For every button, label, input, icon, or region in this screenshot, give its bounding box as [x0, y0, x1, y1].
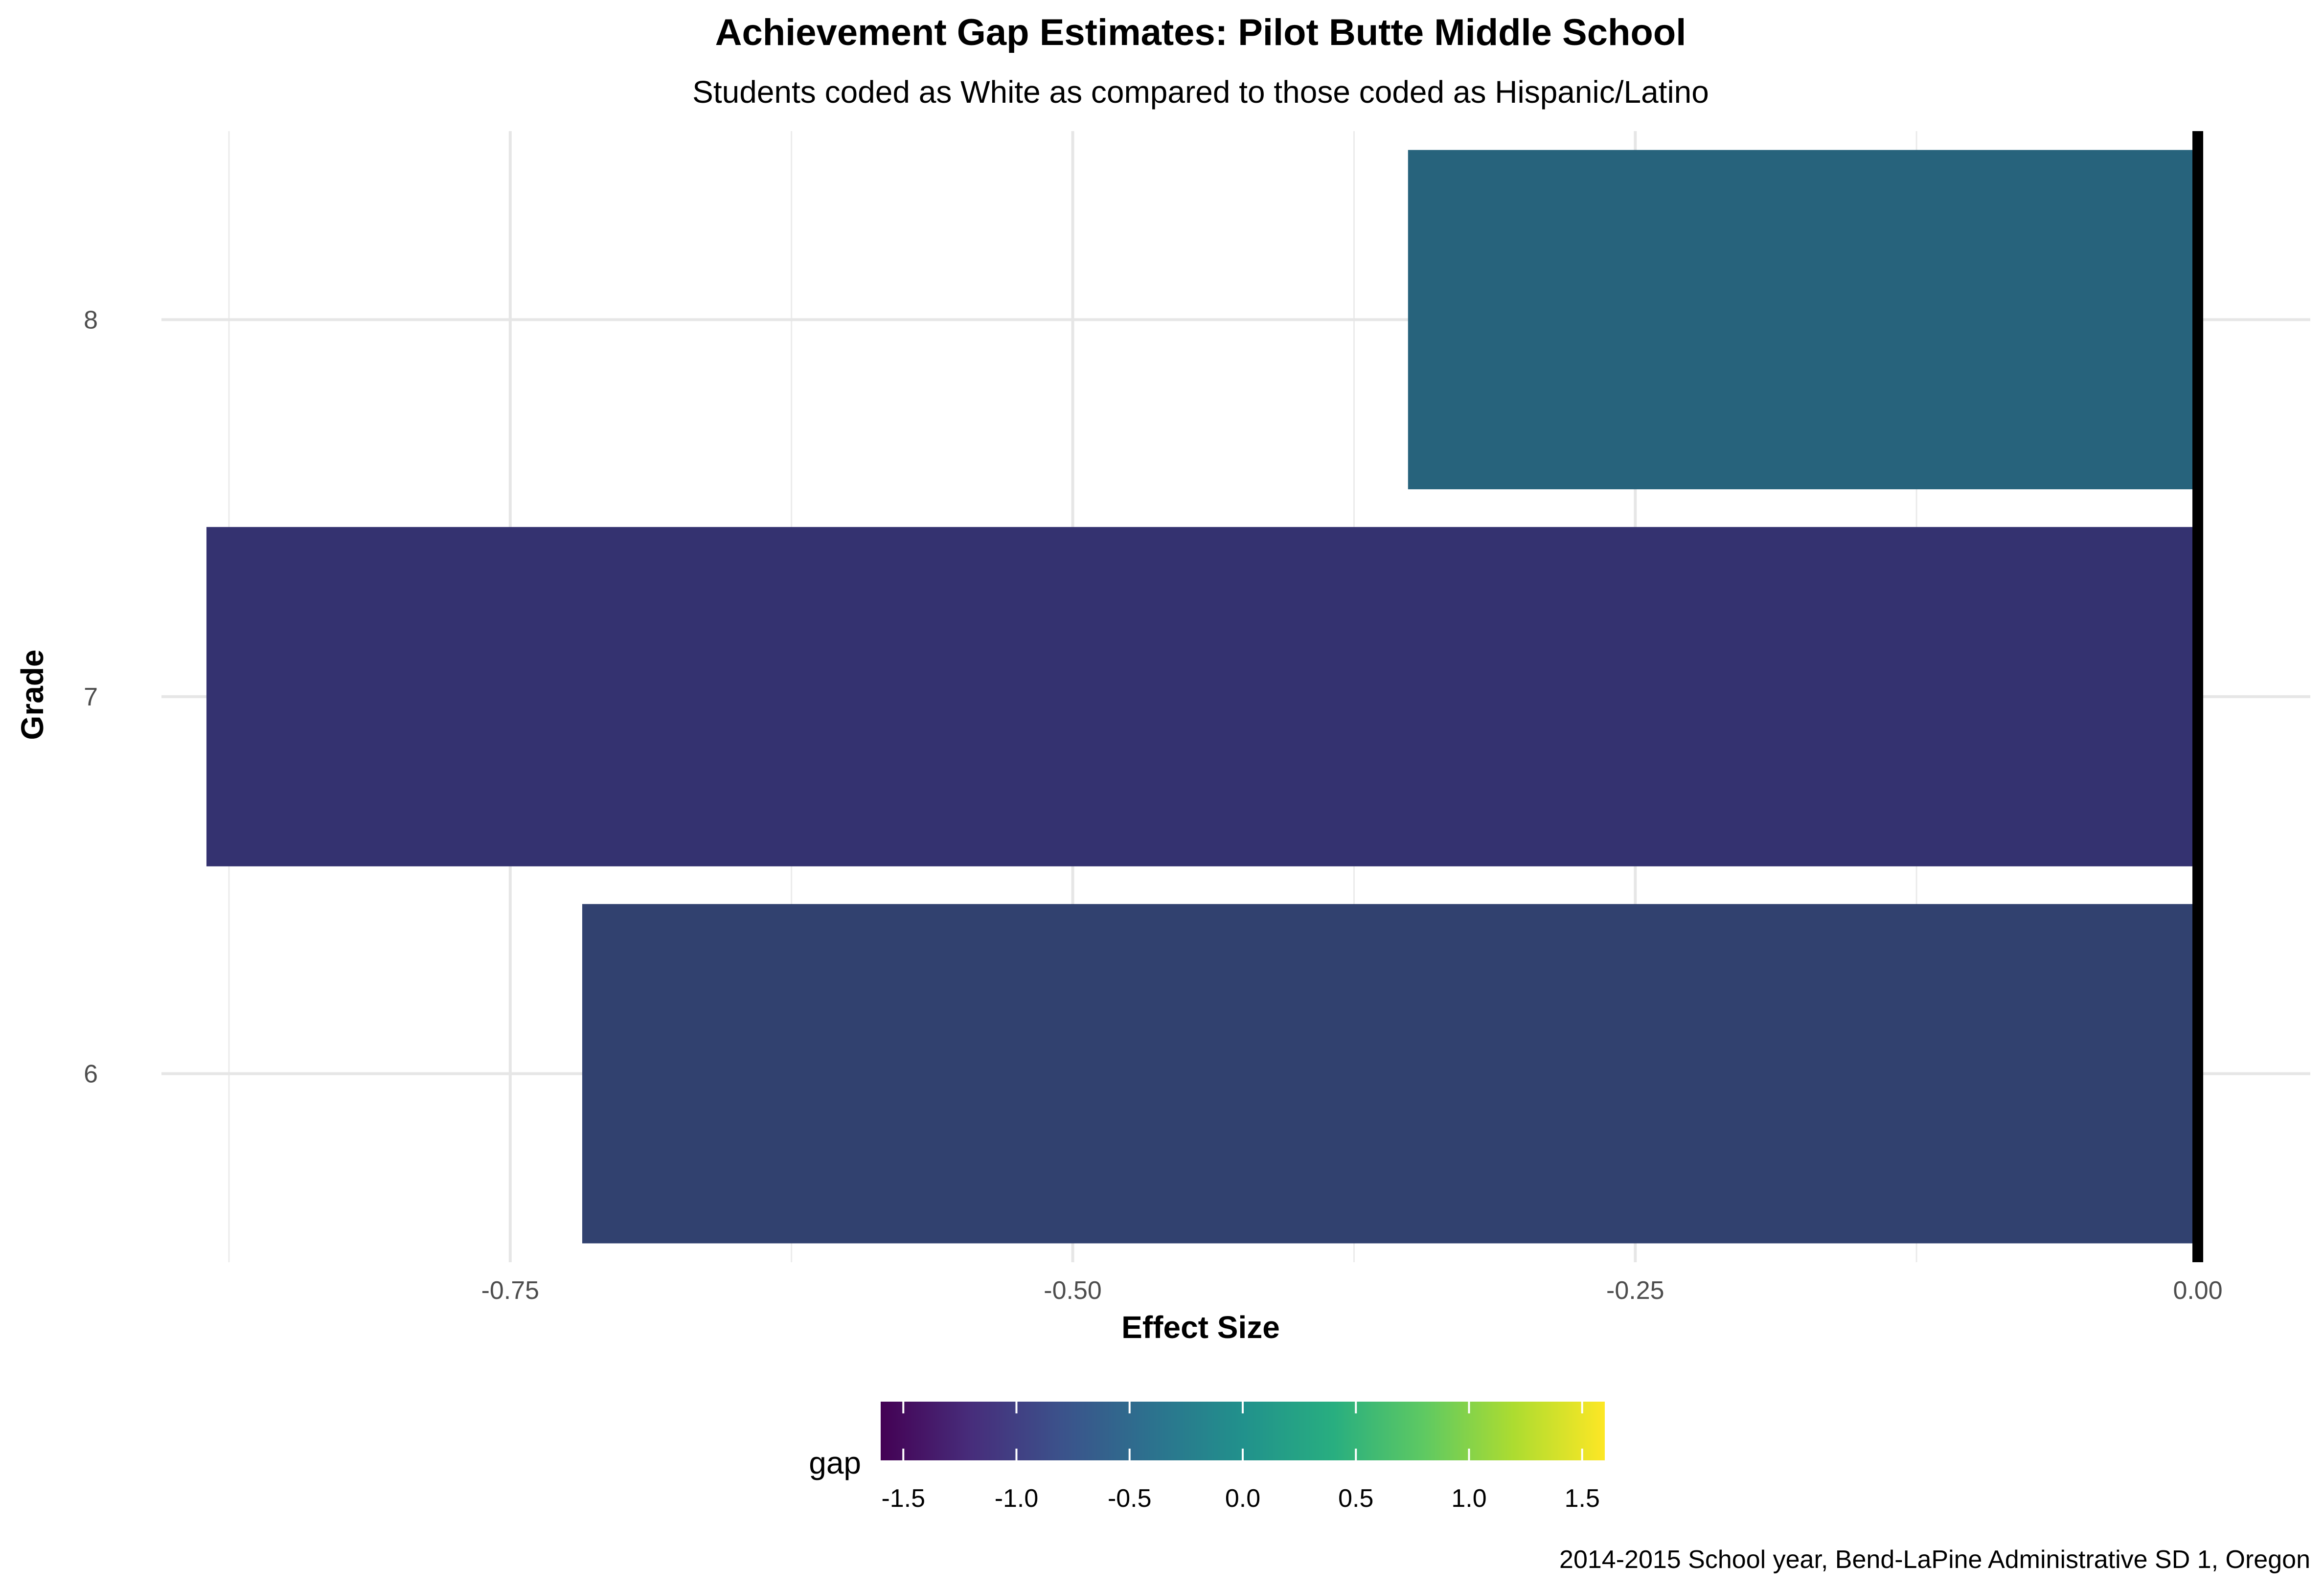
x-axis-label: Effect Size: [1121, 1310, 1280, 1345]
bar-grade-8: [1408, 150, 2198, 490]
color-legend: gap -1.5 -1.0 -0.5 0.0 0.5 1.0 1.5: [809, 1402, 1605, 1513]
colorbar-tick-label: -1.0: [995, 1484, 1039, 1513]
colorbar-tick-label: 1.0: [1451, 1484, 1486, 1513]
x-tick-label: -0.50: [1044, 1276, 1102, 1305]
chart-subtitle: Students coded as White as compared to t…: [692, 74, 1709, 110]
y-axis: 6 7 8: [84, 306, 98, 1088]
bar-grade-7: [206, 527, 2198, 866]
chart-title: Achievement Gap Estimates: Pilot Butte M…: [715, 12, 1686, 53]
bar-grade-6: [582, 904, 2198, 1244]
y-tick-label: 8: [84, 306, 98, 334]
bars: [206, 150, 2198, 1244]
plot-area: [161, 131, 2310, 1262]
chart-caption: 2014-2015 School year, Bend-LaPine Admin…: [1559, 1545, 2310, 1574]
x-tick-label: -0.75: [481, 1276, 540, 1305]
colorbar-tick-label: 0.5: [1338, 1484, 1373, 1513]
x-tick-label: 0.00: [2173, 1276, 2222, 1305]
colorbar-tick-label: 0.0: [1225, 1484, 1260, 1513]
colorbar-tick-label: 1.5: [1565, 1484, 1600, 1513]
colorbar-tick-label: -0.5: [1108, 1484, 1152, 1513]
y-tick-label: 7: [84, 683, 98, 711]
colorbar-ticks: -1.5 -1.0 -0.5 0.0 0.5 1.0 1.5: [881, 1402, 1600, 1513]
x-axis: -0.75 -0.50 -0.25 0.00: [481, 1276, 2223, 1305]
y-tick-label: 6: [84, 1060, 98, 1089]
legend-title: gap: [809, 1445, 861, 1480]
colorbar-tick-label: -1.5: [881, 1484, 925, 1513]
y-axis-label: Grade: [15, 650, 50, 740]
x-tick-label: -0.25: [1606, 1276, 1664, 1305]
